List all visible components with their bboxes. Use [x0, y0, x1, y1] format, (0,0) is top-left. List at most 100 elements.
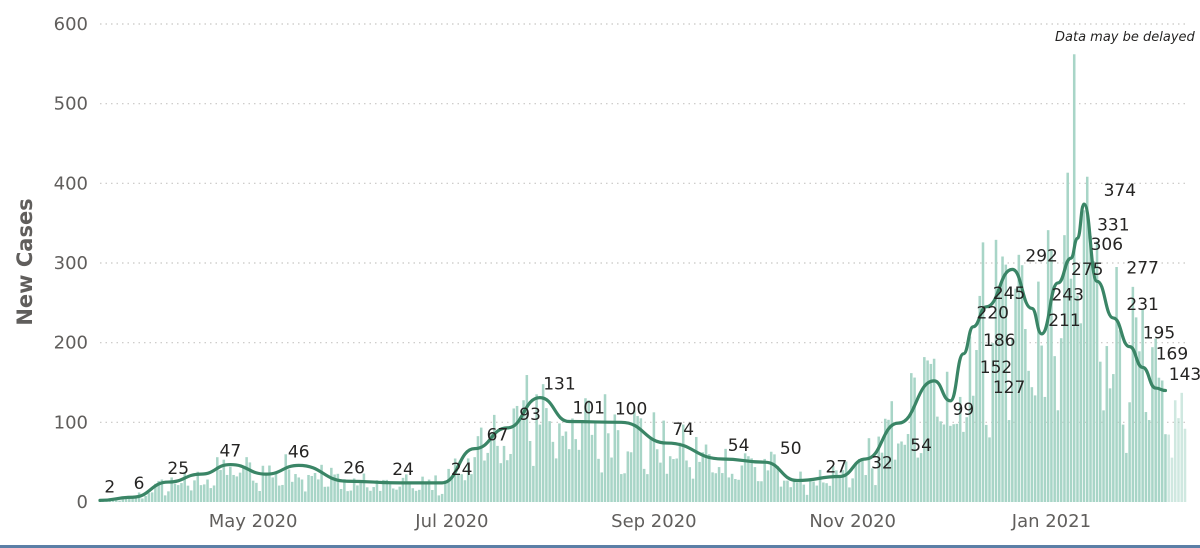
data-label: 54: [910, 436, 932, 456]
x-tick-label: Jul 2020: [414, 511, 488, 532]
daily-bar: [1024, 329, 1027, 502]
daily-bar: [277, 485, 281, 502]
daily-bar: [848, 487, 851, 502]
daily-bar: [867, 438, 871, 502]
daily-bar: [486, 452, 489, 502]
daily-bar: [1102, 410, 1105, 502]
daily-bar: [176, 485, 180, 502]
daily-bar: [971, 395, 975, 502]
daily-bar: [271, 477, 274, 502]
daily-bar: [844, 461, 848, 502]
daily-bar: [756, 481, 760, 502]
daily-bar: [150, 492, 154, 502]
daily-bar: [1046, 230, 1050, 502]
daily-bar: [1147, 420, 1151, 502]
daily-bar: [747, 456, 750, 502]
daily-bar: [206, 479, 209, 502]
daily-bar: [457, 474, 460, 502]
data-label: 231: [1126, 295, 1158, 315]
daily-bar: [268, 465, 271, 502]
daily-bar: [401, 477, 405, 502]
daily-bar: [1011, 338, 1014, 502]
daily-bar: [453, 458, 457, 502]
data-label: 74: [672, 420, 694, 440]
daily-bar: [734, 479, 737, 502]
daily-bar: [704, 444, 708, 502]
data-label: 127: [993, 378, 1025, 398]
daily-bar: [121, 499, 125, 502]
data-label: 143: [1169, 365, 1200, 385]
daily-bar: [603, 394, 607, 502]
daily-bar: [323, 486, 327, 502]
daily-bar: [903, 444, 907, 502]
daily-bar: [897, 443, 900, 502]
daily-bar: [1053, 356, 1056, 502]
daily-bar: [711, 472, 714, 502]
daily-bar: [209, 488, 213, 502]
daily-bar: [1059, 338, 1063, 502]
daily-bar: [818, 469, 822, 502]
daily-bar: [1125, 452, 1128, 502]
daily-bar: [662, 420, 665, 502]
data-label: 374: [1104, 181, 1136, 201]
y-tick-label: 400: [54, 173, 88, 194]
daily-bar: [838, 477, 841, 502]
data-label: 275: [1071, 260, 1103, 280]
daily-bar: [753, 467, 757, 502]
daily-bar: [760, 481, 763, 502]
daily-bar: [994, 239, 998, 503]
daily-bar: [900, 441, 903, 502]
daily-bar: [607, 433, 610, 502]
daily-bar: [610, 457, 613, 502]
daily-bar: [593, 423, 597, 502]
daily-bar: [561, 435, 564, 502]
daily-bar: [180, 483, 183, 502]
daily-bar: [574, 439, 577, 502]
daily-bar: [802, 484, 806, 502]
daily-bar: [1154, 338, 1157, 502]
daily-bar: [799, 471, 802, 502]
daily-bar: [304, 491, 307, 502]
daily-bar: [1043, 396, 1047, 502]
daily-bar: [202, 484, 206, 502]
visual-border: [0, 545, 1200, 548]
daily-bar: [870, 468, 874, 502]
daily-bar: [466, 458, 470, 502]
y-tick-label: 0: [77, 492, 88, 513]
daily-bar: [427, 479, 431, 502]
daily-bar: [932, 358, 936, 502]
daily-bar: [437, 495, 441, 502]
daily-bar: [157, 480, 160, 502]
daily-bar: [668, 456, 672, 502]
daily-bar: [1105, 346, 1109, 502]
daily-bar: [463, 480, 467, 502]
daily-bar: [939, 421, 942, 502]
daily-bar: [199, 485, 203, 502]
data-label: 211: [1048, 311, 1080, 331]
daily-bar: [564, 431, 568, 502]
daily-bar: [893, 459, 897, 502]
daily-bar: [167, 491, 170, 502]
daily-bar: [545, 408, 548, 502]
daily-bar: [831, 466, 835, 502]
daily-bar: [659, 462, 662, 502]
daily-bar: [721, 473, 724, 502]
daily-bar: [365, 487, 369, 502]
daily-bar: [1170, 457, 1174, 502]
daily-bar: [333, 474, 336, 502]
daily-bar: [727, 477, 731, 502]
daily-bar: [906, 434, 910, 502]
daily-bar: [300, 479, 304, 502]
data-label: 131: [543, 375, 575, 395]
daily-bar: [1112, 374, 1115, 502]
daily-bar: [1089, 235, 1092, 503]
daily-bar: [444, 480, 447, 502]
daily-bar: [349, 490, 353, 502]
daily-bar: [382, 479, 385, 502]
daily-bar: [440, 493, 444, 502]
daily-bar: [235, 476, 239, 502]
daily-bar: [538, 424, 542, 502]
daily-bar: [1072, 54, 1076, 502]
daily-bar: [496, 445, 499, 502]
daily-bar: [835, 470, 838, 502]
